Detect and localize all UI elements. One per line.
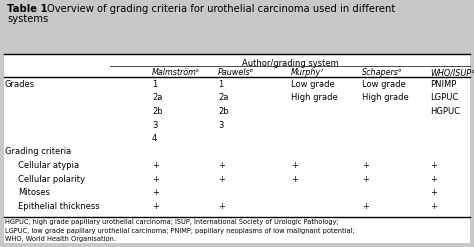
Text: 1: 1: [218, 80, 223, 89]
Text: 2b: 2b: [152, 107, 163, 116]
Text: PNIMP: PNIMP: [430, 80, 456, 89]
Text: Murphy⁷: Murphy⁷: [291, 68, 325, 77]
Text: Grading criteria: Grading criteria: [5, 147, 71, 157]
Text: systems: systems: [7, 14, 48, 24]
Text: +: +: [218, 174, 225, 184]
Text: Low grade: Low grade: [362, 80, 406, 89]
Text: +: +: [430, 161, 437, 170]
Text: High grade: High grade: [291, 94, 338, 103]
Text: Overview of grading criteria for urothelial carcinoma used in different: Overview of grading criteria for urothel…: [47, 4, 395, 14]
Text: Cellular polarity: Cellular polarity: [18, 174, 85, 184]
Text: High grade: High grade: [362, 94, 409, 103]
Text: Schapers⁹: Schapers⁹: [362, 68, 402, 77]
Text: 1: 1: [152, 80, 157, 89]
Text: Mitoses: Mitoses: [18, 188, 50, 197]
Text: +: +: [291, 161, 298, 170]
Text: +: +: [291, 174, 298, 184]
Text: WHO/ISUP¹⁰: WHO/ISUP¹⁰: [430, 68, 474, 77]
Text: +: +: [430, 188, 437, 197]
Text: HGPUC: HGPUC: [430, 107, 460, 116]
Text: +: +: [362, 174, 369, 184]
Text: +: +: [152, 161, 159, 170]
Text: Author/grading system: Author/grading system: [242, 59, 338, 68]
Text: Epithelial thickness: Epithelial thickness: [18, 202, 100, 210]
Text: +: +: [152, 174, 159, 184]
Text: 3: 3: [218, 121, 223, 129]
Text: +: +: [218, 202, 225, 210]
Text: Malmström⁵: Malmström⁵: [152, 68, 200, 77]
Text: Low grade: Low grade: [291, 80, 335, 89]
Text: Grades: Grades: [5, 80, 35, 89]
Text: HGPUC, high grade papillary urothelial carcinoma; ISUP, International Society of: HGPUC, high grade papillary urothelial c…: [5, 219, 355, 242]
Text: 2a: 2a: [218, 94, 228, 103]
Text: +: +: [430, 174, 437, 184]
Text: Table 1: Table 1: [7, 4, 47, 14]
Text: +: +: [362, 202, 369, 210]
Text: Cellular atypia: Cellular atypia: [18, 161, 79, 170]
Text: +: +: [430, 202, 437, 210]
Text: 4: 4: [152, 134, 157, 143]
Text: 2a: 2a: [152, 94, 163, 103]
Text: 3: 3: [152, 121, 157, 129]
Text: LGPUC: LGPUC: [430, 94, 458, 103]
Text: Pauwels⁶: Pauwels⁶: [218, 68, 254, 77]
Text: 2b: 2b: [218, 107, 228, 116]
FancyBboxPatch shape: [4, 54, 470, 243]
Text: +: +: [218, 161, 225, 170]
Text: +: +: [362, 161, 369, 170]
Text: +: +: [152, 202, 159, 210]
Text: +: +: [152, 188, 159, 197]
